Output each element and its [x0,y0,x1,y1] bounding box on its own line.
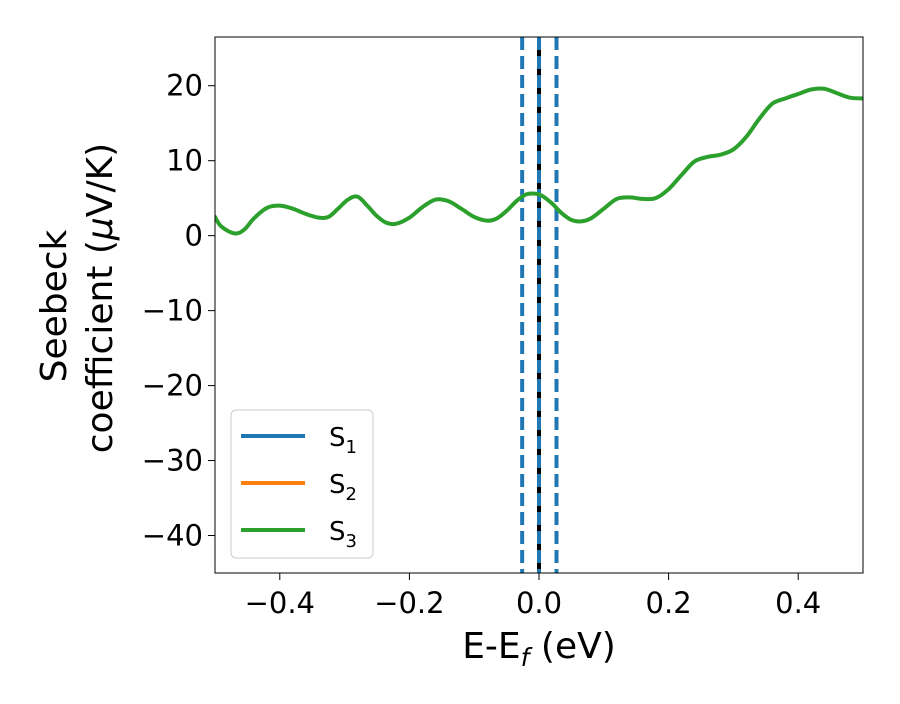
y-axis-label-line2: coefficient (μV/K) [80,143,121,453]
y-tick-label: −30 [142,444,203,478]
x-tick-label: 0.4 [775,586,821,620]
series-lines [215,86,863,236]
x-axis: −0.4 −0.2 0.0 0.2 0.4 [245,573,821,620]
legend: S1 S2 S3 [230,409,374,559]
legend-label-s3: S3 [329,517,357,552]
series-line-s3 [215,86,863,236]
x-tick-label: −0.4 [245,586,315,620]
y-axis: −40 −30 −20 −10 0 10 20 [142,69,215,553]
x-tick-label: 0.0 [516,586,562,620]
x-tick-label: 0.2 [646,586,692,620]
y-tick-label: −40 [142,519,203,553]
y-axis-label-line1: Seebeck [34,229,75,382]
y-tick-label: 20 [166,69,203,103]
vertical-lines [520,37,559,573]
y-tick-label: 10 [166,144,203,178]
x-axis-label: E-Ef (eV) [462,626,616,672]
legend-items: S1 S2 S3 [241,423,357,552]
x-tick-label: −0.2 [374,586,444,620]
legend-label-s1: S1 [329,423,357,458]
y-tick-label: −20 [142,369,203,403]
legend-label-s2: S2 [329,470,357,505]
y-tick-label: −10 [142,294,203,328]
y-tick-label: 0 [185,219,203,253]
y-axis-label: Seebeck coefficient (μV/K) [34,143,121,453]
